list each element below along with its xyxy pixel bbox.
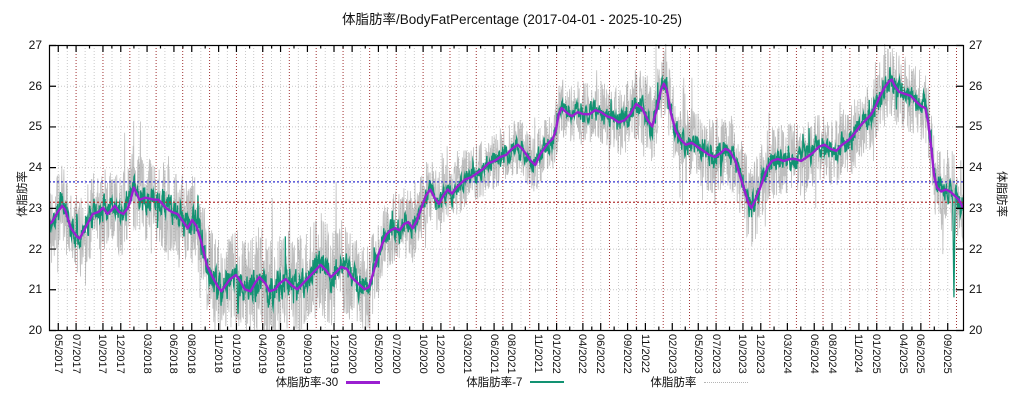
x-tick-label: 01/2022 <box>550 334 563 374</box>
x-tick-label: 08/2021 <box>505 334 518 374</box>
legend-label-ma7: 体脂肪率-7 <box>466 377 523 389</box>
x-tick-label: 09/2019 <box>300 334 313 374</box>
y-tick-label-right: 23 <box>969 200 983 215</box>
x-tick-label: 05/2023 <box>691 334 704 374</box>
x-tick-label: 06/2018 <box>167 334 180 374</box>
x-tick-label: 02/2023 <box>665 334 678 374</box>
x-tick-label: 07/2020 <box>389 334 402 374</box>
y-tick-label-left: 20 <box>28 323 42 337</box>
x-tick-label: 11/2022 <box>638 334 651 373</box>
x-tick-label: 08/2024 <box>825 334 838 374</box>
legend-label-ma30: 体脂肪率-30 <box>275 377 339 389</box>
legend-item-ma30: 体脂肪率-30 <box>276 374 381 390</box>
y-tick-label-left: 27 <box>28 38 42 52</box>
x-tick-label: 10/2017 <box>96 334 109 374</box>
x-tick-label: 03/2018 <box>140 334 153 374</box>
x-tick-label: 08/2018 <box>185 334 198 374</box>
x-tick-label: 12/2023 <box>754 334 767 374</box>
x-tick-label: 11/2018 <box>212 334 225 373</box>
y-tick-label-left: 26 <box>28 78 42 93</box>
x-tick-label: 12/2017 <box>114 334 127 374</box>
y-tick-label-right: 24 <box>969 160 983 175</box>
x-tick-label: 03/2021 <box>460 334 473 374</box>
y-tick-label-right: 21 <box>969 282 983 297</box>
x-tick-label: 06/2019 <box>274 334 287 374</box>
legend-item-raw: 体脂肪率 <box>650 374 749 390</box>
y-tick-label-left: 23 <box>28 200 42 215</box>
x-tick-label: 09/2022 <box>621 334 634 374</box>
x-tick-label: 01/2025 <box>870 334 883 374</box>
x-tick-label: 03/2024 <box>780 334 793 374</box>
x-tick-label: 02/2020 <box>345 334 358 374</box>
y-tick-label-left: 22 <box>28 241 42 256</box>
y-tick-label-left: 25 <box>28 119 42 134</box>
x-tick-label: 07/2017 <box>69 334 82 374</box>
x-tick-label: 12/2020 <box>434 334 447 374</box>
y-tick-label-right: 20 <box>969 323 983 337</box>
x-tick-label: 11/2024 <box>852 334 865 373</box>
x-tick-label: 01/2019 <box>229 334 242 374</box>
x-tick-label: 09/2025 <box>941 334 954 374</box>
x-tick-label: 12/2019 <box>327 334 340 374</box>
x-tick-label: 11/2021 <box>532 334 545 373</box>
x-tick-label: 06/2022 <box>594 334 607 374</box>
x-tick-label: 10/2020 <box>416 334 429 374</box>
x-tick-label: 05/2020 <box>371 334 384 374</box>
x-tick-label: 06/2025 <box>914 334 927 374</box>
legend-line-sample-raw <box>704 381 749 383</box>
y-tick-label-left: 21 <box>28 282 42 297</box>
y-tick-label-right: 25 <box>969 119 983 134</box>
y-tick-label-left: 24 <box>28 160 42 175</box>
legend-label-raw: 体脂肪率 <box>650 377 697 389</box>
x-tick-label: 06/2021 <box>487 334 500 374</box>
legend-line-sample-ma30 <box>346 380 381 384</box>
y-tick-label-right: 27 <box>969 38 983 52</box>
legend-item-ma7: 体脂肪率-7 <box>466 374 565 390</box>
y-tick-label-right: 22 <box>969 241 983 256</box>
x-tick-label: 04/2019 <box>256 334 269 374</box>
x-tick-label: 07/2023 <box>709 334 722 374</box>
legend: 体脂肪率-30 体脂肪率-7 体脂肪率 <box>0 374 1024 390</box>
x-tick-label: 10/2023 <box>736 334 749 374</box>
y-tick-label-right: 26 <box>969 78 983 93</box>
x-tick-label: 04/2022 <box>576 334 589 374</box>
x-tick-label: 06/2024 <box>807 334 820 374</box>
x-tick-label: 04/2025 <box>896 334 909 374</box>
x-tick-label: 05/2017 <box>51 334 64 374</box>
legend-line-sample-ma7 <box>530 381 565 383</box>
